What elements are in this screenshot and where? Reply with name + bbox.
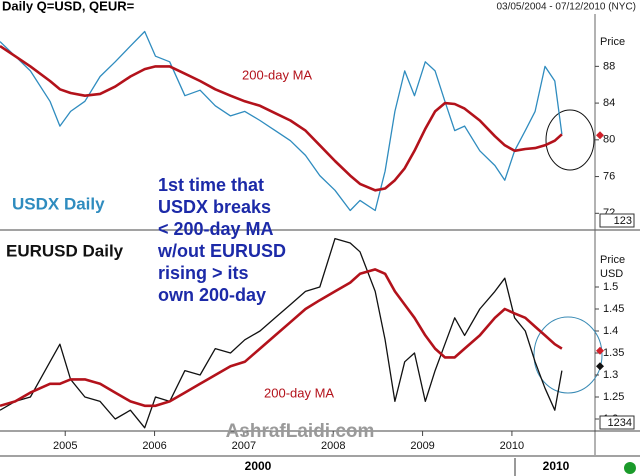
series-line [0, 30, 563, 212]
value-box [599, 415, 635, 430]
annotation-line: < 200-day MA [158, 219, 274, 239]
series-label: EURUSD Daily [6, 241, 124, 260]
y-tick-label: 80 [603, 134, 615, 146]
value-box-text: 1234 [608, 417, 632, 429]
annotation-line: 1st time that [158, 175, 264, 195]
y-tick-label: 1.5 [603, 281, 618, 293]
decade-label: 2010 [543, 459, 570, 473]
y-tick-label: 1.4 [603, 325, 618, 337]
x-tick-label: 2009 [410, 440, 434, 452]
y-axis-unit: USD [600, 268, 623, 280]
last-price-marker [596, 362, 604, 371]
series-label: 200-day MA [242, 67, 312, 82]
y-axis-label: Price [600, 36, 625, 48]
value-box-text: 123 [614, 215, 632, 227]
decade-label: 2000 [245, 459, 272, 473]
y-tick-label: 84 [603, 97, 615, 109]
y-tick-label: 88 [603, 60, 615, 72]
y-tick-label: 1.3 [603, 369, 618, 381]
series-line [0, 268, 563, 408]
watermark: AshrafLaidi.com [226, 421, 375, 442]
y-tick-label: 76 [603, 170, 615, 182]
x-tick-label: 2006 [142, 440, 166, 452]
y-tick-label: 1.35 [603, 347, 624, 359]
y-tick-label: 1.45 [603, 303, 624, 315]
x-tick-label: 2005 [53, 440, 77, 452]
last-price-marker [596, 346, 604, 355]
highlight-circle [545, 109, 595, 171]
series-label: USDX Daily [12, 194, 105, 213]
header-title: Daily Q=USD, QEUR= [2, 0, 135, 13]
series-label: 200-day MA [264, 385, 334, 400]
annotation-line: rising > its [158, 263, 249, 283]
annotation-line: USDX breaks [158, 197, 271, 217]
x-tick-label: 2010 [500, 440, 524, 452]
x-tick-label: 2008 [321, 440, 345, 452]
series-line [0, 45, 563, 192]
y-tick-label: 1.25 [603, 391, 624, 403]
series-line [0, 237, 563, 429]
highlight-circle [533, 316, 603, 394]
last-price-marker [596, 131, 604, 140]
value-box [599, 213, 635, 228]
annotation-line: own 200-day [158, 285, 266, 305]
status-dot [624, 462, 636, 474]
annotation-line: w/out EURUSD [157, 241, 286, 261]
x-tick-label: 2007 [232, 440, 256, 452]
y-axis-label: Price [600, 254, 625, 266]
date-range: 03/05/2004 - 07/12/2010 (NYC) [496, 2, 636, 13]
